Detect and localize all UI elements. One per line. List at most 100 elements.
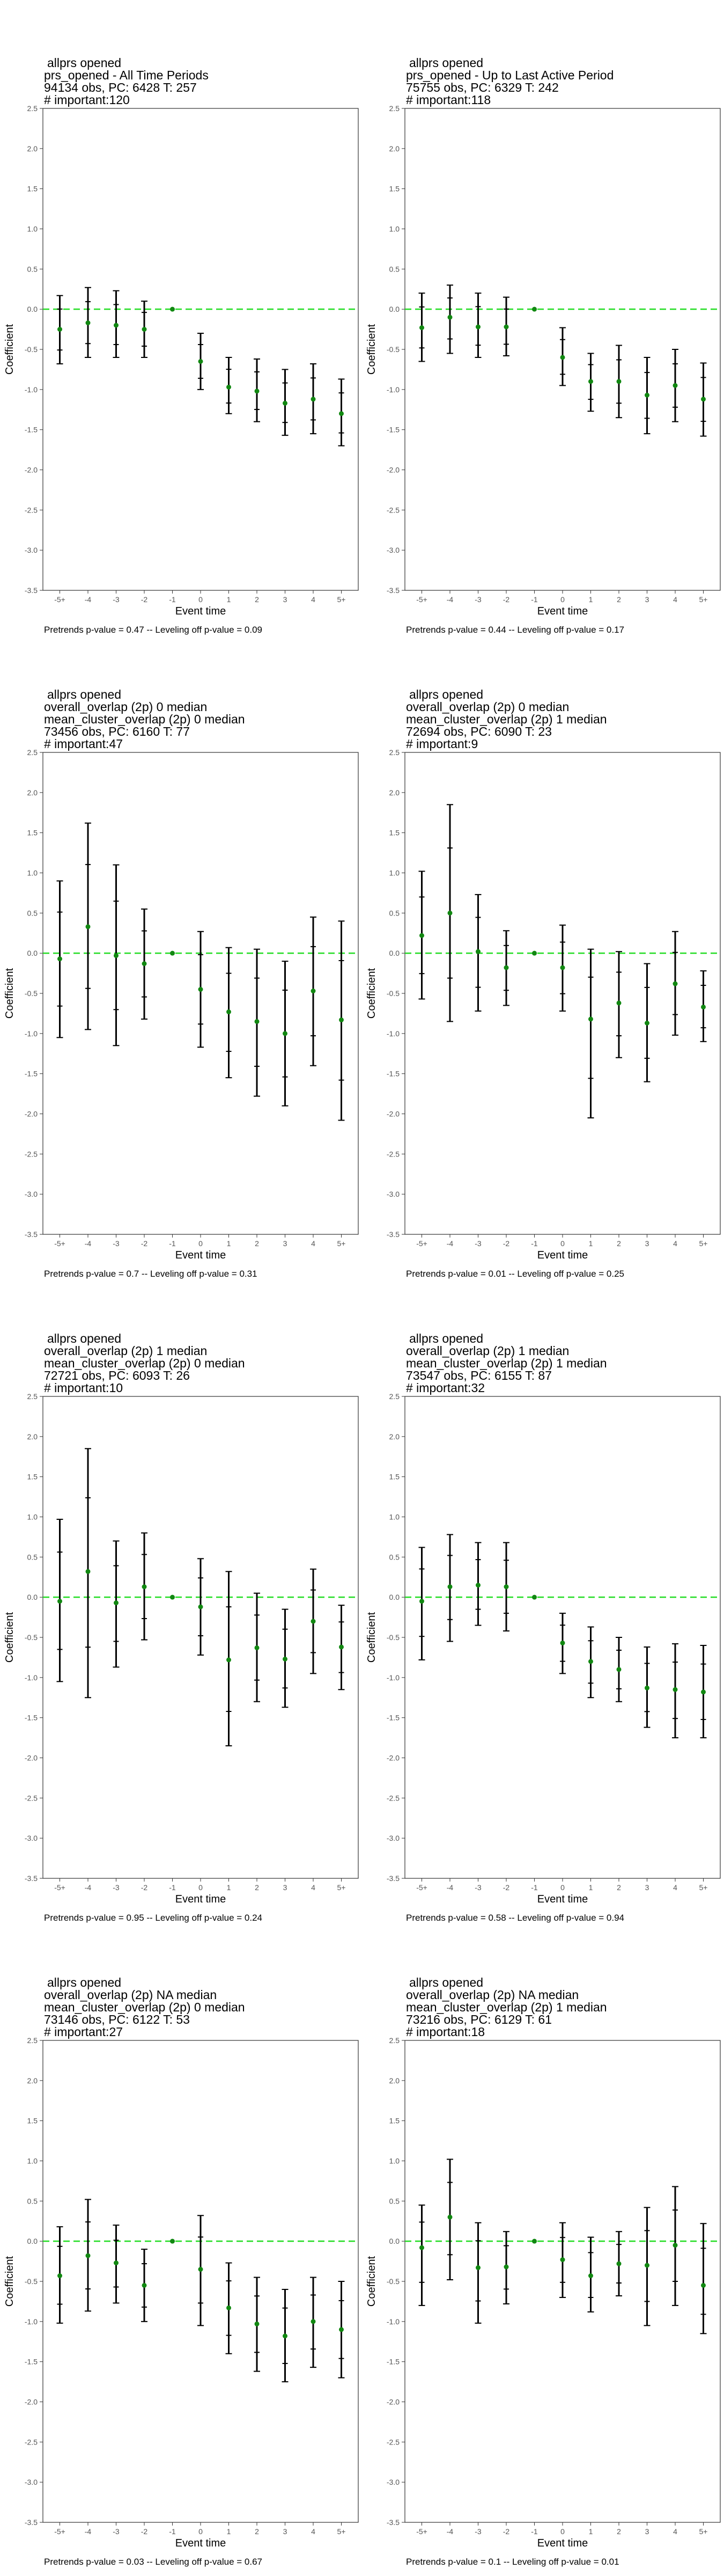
- data-point: [560, 965, 565, 970]
- data-point: [114, 323, 119, 328]
- chart-panel: allprs opened overall_overlap (2p) 0 medi…: [362, 644, 724, 1288]
- data-point: [504, 324, 509, 330]
- x-tick-label: -1: [531, 595, 538, 604]
- chart-panel: allprs opened overall_overlap (2p) 1 medi…: [0, 1288, 362, 1932]
- y-tick-label: -3.5: [387, 2518, 400, 2527]
- x-tick-label: 4: [673, 1239, 677, 1248]
- y-tick-label: 2.0: [389, 2076, 400, 2085]
- x-tick-label: -1: [169, 1883, 176, 1892]
- data-point: [198, 2267, 203, 2272]
- data-point: [254, 389, 260, 394]
- y-tick-label: -2.0: [387, 2398, 400, 2406]
- data-point: [673, 981, 678, 986]
- x-tick-label: 1: [227, 1239, 231, 1248]
- data-point: [311, 1619, 316, 1624]
- chart-title-line: allprs opened: [47, 687, 122, 701]
- y-tick-label: -3.0: [387, 546, 400, 554]
- y-tick-label: -2.5: [25, 2438, 38, 2446]
- y-tick-label: -2.5: [387, 1150, 400, 1158]
- data-point: [170, 2238, 175, 2244]
- data-point: [560, 2257, 565, 2263]
- y-tick-label: 2.5: [389, 1392, 400, 1401]
- x-tick-label: 0: [560, 595, 565, 604]
- x-axis-label: Event time: [175, 1893, 226, 1905]
- x-tick-label: 2: [617, 2527, 621, 2536]
- x-tick-label: -4: [85, 2527, 92, 2536]
- chart-title-line: 94134 obs, PC: 6428 T: 257: [44, 80, 197, 94]
- data-point: [311, 989, 316, 994]
- x-tick-label: -4: [447, 1239, 454, 1248]
- x-tick-label: 3: [645, 1239, 649, 1248]
- chart-title-line: # important:118: [406, 93, 491, 107]
- y-tick-label: -3.5: [387, 1230, 400, 1239]
- y-tick-label: 1.5: [389, 185, 400, 193]
- x-tick-label: -2: [141, 1239, 148, 1248]
- y-tick-label: 0.0: [389, 2237, 400, 2245]
- data-point: [311, 397, 316, 402]
- data-point: [85, 1569, 91, 1574]
- data-point: [85, 2253, 91, 2258]
- y-tick-label: 2.0: [389, 788, 400, 797]
- x-tick-label: 4: [311, 595, 315, 604]
- chart-plot: 2.5 2.0 1.5 1.0 0.5 0.0 -0.5 -1.0 -1.5 -2.0 -2.5 -3…: [366, 104, 721, 617]
- y-tick-label: 0.5: [389, 909, 400, 917]
- y-tick-label: 2.0: [27, 2076, 38, 2085]
- x-tick-label: 0: [560, 1239, 565, 1248]
- y-tick-label: -2.0: [387, 1110, 400, 1118]
- chart-panel: allprs opened overall_overlap (2p) NA med…: [362, 1932, 724, 2576]
- y-tick-label: -0.5: [25, 2277, 38, 2286]
- chart-panel: allprs opened prs_opened - Up to Last Act…: [362, 0, 724, 644]
- x-tick-label: 4: [311, 2527, 315, 2536]
- y-tick-label: 1.5: [389, 2117, 400, 2125]
- y-axis-label: Coefficient: [4, 2256, 16, 2307]
- x-tick-label: 0: [198, 1883, 203, 1892]
- y-tick-label: -1.0: [387, 2317, 400, 2326]
- chart-title-line: # important:10: [44, 1381, 123, 1395]
- x-tick-label: -3: [113, 1239, 120, 1248]
- y-axis-label: Coefficient: [366, 2256, 378, 2307]
- chart-title-line: # important:18: [406, 2025, 485, 2039]
- data-point: [532, 2238, 537, 2244]
- y-tick-label: -2.5: [387, 2438, 400, 2446]
- y-tick-label: 2.5: [27, 104, 38, 113]
- x-axis-label: Event time: [537, 1249, 588, 1261]
- y-tick-label: -2.5: [387, 1794, 400, 1802]
- chart-title-line: allprs opened: [409, 687, 484, 701]
- data-point: [339, 411, 344, 416]
- y-tick-label: 1.5: [27, 185, 38, 193]
- y-tick-label: -3.0: [25, 2478, 38, 2486]
- data-point: [588, 2273, 593, 2279]
- chart-title-line: 75755 obs, PC: 6329 T: 242: [406, 80, 559, 94]
- data-point: [588, 1659, 593, 1664]
- y-tick-label: -3.0: [25, 1834, 38, 1842]
- y-tick-label: 0.0: [27, 949, 38, 957]
- y-tick-label: 2.5: [27, 748, 38, 757]
- y-axis-label: Coefficient: [4, 1612, 16, 1663]
- y-tick-label: 0.5: [27, 265, 38, 273]
- y-tick-label: 0.5: [27, 909, 38, 917]
- x-tick-label: 5+: [699, 595, 708, 604]
- chart-plot: 2.5 2.0 1.5 1.0 0.5 0.0 -0.5 -1.0 -1.5 -2.0 -2.5 -3…: [4, 104, 359, 617]
- y-tick-label: 2.5: [27, 2036, 38, 2045]
- chart-title-line: overall_overlap (2p) 1 median: [44, 1344, 208, 1358]
- x-tick-label: 3: [283, 595, 287, 604]
- chart-title-line: # important:9: [406, 737, 478, 751]
- chart-title-line: mean_cluster_overlap (2p) 1 median: [406, 1356, 607, 1370]
- data-point: [504, 2264, 509, 2270]
- chart-panel: allprs opened overall_overlap (2p) NA med…: [0, 1932, 362, 2576]
- y-tick-label: 1.5: [27, 1473, 38, 1481]
- chart-plot: 2.5 2.0 1.5 1.0 0.5 0.0 -0.5 -1.0 -1.5 -2.0 -2.5 -3…: [4, 1392, 359, 1905]
- data-point: [283, 1031, 287, 1036]
- x-tick-label: 2: [617, 1883, 621, 1892]
- y-tick-label: -1.0: [387, 1673, 400, 1682]
- y-tick-label: -1.0: [25, 1673, 38, 1682]
- x-tick-label: -5+: [54, 2527, 65, 2536]
- data-point: [254, 1645, 260, 1650]
- x-tick-label: 1: [589, 2527, 593, 2536]
- chart-title-line: # important:27: [44, 2025, 123, 2039]
- data-point: [447, 2214, 453, 2220]
- y-tick-label: -2.5: [387, 506, 400, 514]
- data-point: [226, 1009, 231, 1014]
- y-tick-label: 1.5: [27, 829, 38, 837]
- y-tick-label: -2.0: [387, 1754, 400, 1762]
